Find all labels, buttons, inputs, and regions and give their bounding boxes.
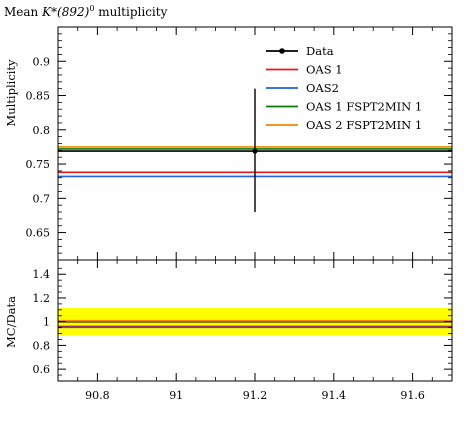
ratio-ytick-label-2: 1	[43, 316, 50, 329]
main-ytick-label-1: 0.7	[33, 192, 51, 205]
data-point	[252, 148, 258, 154]
main-ylabel: Multiplicity	[4, 59, 18, 127]
chart-title: Mean K*(892)0 multiplicity	[4, 4, 168, 19]
ratio-ytick-label-3: 1.2	[33, 292, 51, 305]
xtick-label-0: 90.8	[85, 389, 110, 402]
ratio-ylabel: MC/Data	[4, 296, 18, 348]
xtick-label-3: 91.4	[322, 389, 347, 402]
xtick-label-4: 91.6	[400, 389, 425, 402]
main-ytick-label-5: 0.9	[33, 55, 51, 68]
ratio-panel: 0.6 0.8 1 1.2 1.4 90.8 91 91.2 91.4 91.6	[33, 259, 453, 402]
legend-data-marker	[279, 48, 285, 54]
legend-label-2: OAS2	[306, 81, 339, 95]
ratio-plot-frame	[57, 259, 453, 382]
main-ytick-label-4: 0.85	[26, 90, 51, 103]
main-ytick-label-3: 0.8	[33, 124, 51, 137]
ratio-ytick-label-4: 1.4	[33, 268, 51, 281]
legend-label-3: OAS 1 FSPT2MIN 1	[306, 100, 422, 114]
main-panel: 0.65 0.7 0.75 0.8 0.85 0.9 Data OAS 1 OAS2 OAS 1…	[26, 26, 453, 261]
ratio-ytick-label-1: 0.8	[33, 339, 51, 352]
legend-label-4: OAS 2 FSPT2MIN 1	[306, 118, 422, 132]
xtick-label-1: 91	[169, 389, 183, 402]
xtick-label-2: 91.2	[243, 389, 268, 402]
legend-label-1: OAS 1	[306, 63, 343, 77]
main-ytick-label-2: 0.75	[26, 158, 51, 171]
ratio-ytick-label-0: 0.6	[33, 363, 51, 376]
main-ytick-label-0: 0.65	[26, 227, 51, 240]
legend-label-0: Data	[306, 44, 334, 58]
legend: Data OAS 1 OAS2 OAS 1 FSPT2MIN 1 OAS 2 FSPT2…	[266, 44, 422, 132]
